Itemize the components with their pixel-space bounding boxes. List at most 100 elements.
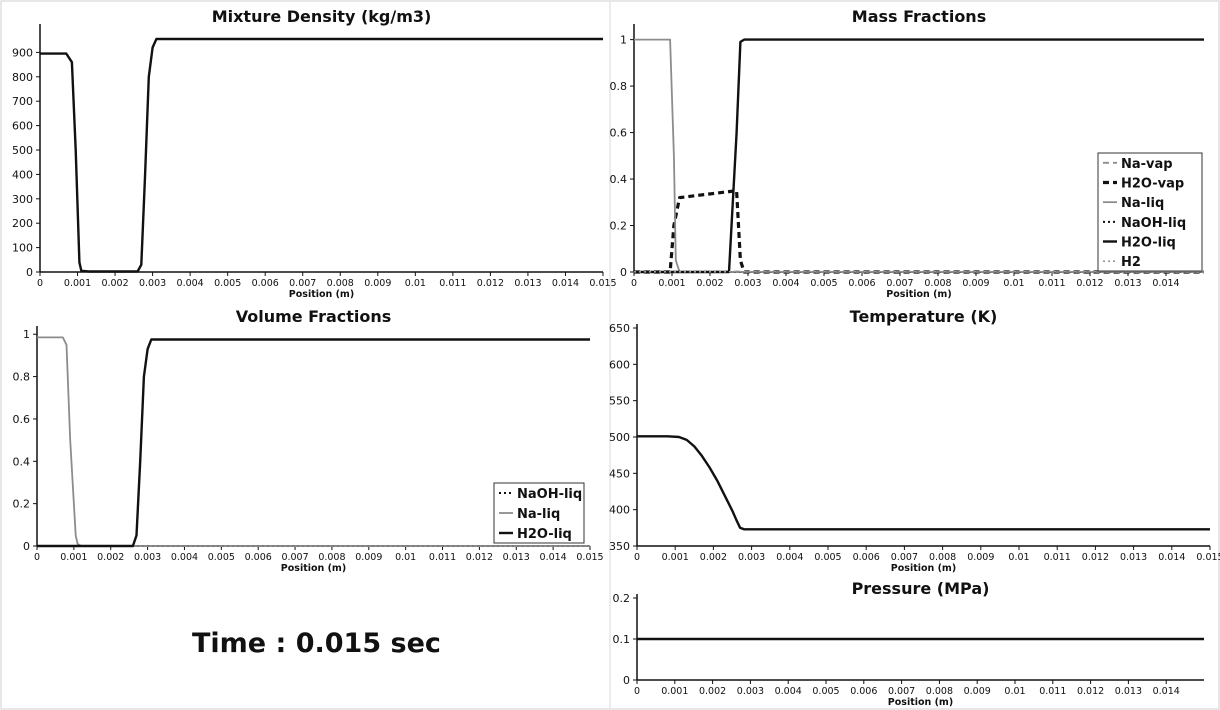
x-tick-label: 0.015 [576, 552, 603, 563]
x-tick-label: 0.001 [64, 278, 91, 289]
x-tick-label: 0.002 [101, 278, 128, 289]
x-tick-label: 0.004 [776, 552, 803, 563]
x-tick-label: 0.008 [924, 278, 951, 289]
y-tick-label: 550 [609, 395, 630, 408]
x-tick-label: 0.011 [1044, 552, 1071, 563]
x-tick-label: 0.012 [466, 552, 493, 563]
x-tick-label: 0.01 [395, 552, 416, 563]
y-tick-label: 0.6 [610, 127, 628, 140]
y-tick-label: 600 [12, 120, 33, 133]
chart-pressure: Pressure (MPa) 0 0.001 0.002 0.003 0.004 0.005… [613, 579, 1204, 708]
x-tick-label: 0.011 [1038, 278, 1065, 289]
x-tick-label: 0.011 [429, 552, 456, 563]
x-tick-label: 0.009 [364, 278, 391, 289]
x-tick-label: 0 [634, 686, 640, 697]
y-tick-label: 800 [12, 71, 33, 84]
y-tick-label: 0 [26, 266, 33, 279]
y-tick-label: 0.1 [613, 633, 631, 646]
y-tick-label: 400 [12, 168, 33, 181]
series-line-h2o-vap [634, 189, 1204, 274]
y-tick-label: 0 [623, 674, 630, 687]
x-tick-label: 0.008 [318, 552, 345, 563]
x-tick-label: 0.014 [540, 552, 567, 563]
x-tick-label: 0.005 [812, 686, 839, 697]
y-tick-label: 0.8 [610, 80, 628, 93]
x-tick-label: 0.005 [208, 552, 235, 563]
x-tick-label: 0.003 [734, 278, 761, 289]
y-tick-label: 200 [12, 217, 33, 230]
y-tick-label: 1 [620, 34, 627, 47]
x-axis-label: Position (m) [888, 697, 953, 708]
x-tick-label: 0.01 [1004, 686, 1025, 697]
x-tick-label: 0.009 [964, 686, 991, 697]
x-tick-label: 0 [37, 278, 43, 289]
x-tick-label: 0.013 [503, 552, 530, 563]
x-tick-label: 0.01 [1008, 552, 1029, 563]
x-axis-label: Position (m) [289, 289, 354, 300]
x-tick-label: 0.013 [1114, 278, 1141, 289]
x-tick-label: 0 [34, 552, 40, 563]
y-tick-label: 0.2 [613, 592, 631, 605]
y-tick-label: 500 [12, 144, 33, 157]
x-tick-label: 0.006 [252, 278, 279, 289]
chart-mass: Mass Fractions 0 0.001 0.002 0.003 0.004 0.005… [610, 7, 1204, 300]
x-tick-label: 0.005 [814, 552, 841, 563]
series-line-h2o-liq [37, 338, 590, 548]
x-tick-label: 0.009 [355, 552, 382, 563]
x-tick-label: 0.008 [327, 278, 354, 289]
chart-title: Pressure (MPa) [852, 579, 990, 598]
y-tick-label: 300 [12, 193, 33, 206]
y-tick-label: 500 [609, 431, 630, 444]
x-tick-label: 0.012 [1076, 278, 1103, 289]
x-tick-label: 0.007 [886, 278, 913, 289]
chart-title: Mixture Density (kg/m3) [212, 7, 432, 26]
x-tick-label: 0.011 [439, 278, 466, 289]
x-tick-label: 0 [634, 552, 640, 563]
x-tick-label: 0.002 [700, 552, 727, 563]
legend-box [1097, 152, 1203, 272]
y-tick-label: 350 [609, 540, 630, 553]
x-tick-label: 0.013 [514, 278, 541, 289]
x-tick-label: 0.007 [289, 278, 316, 289]
legend-label: NaOH-liq [1121, 216, 1186, 231]
x-tick-label: 0.008 [926, 686, 953, 697]
chart-title: Mass Fractions [852, 7, 986, 26]
x-tick-label: 0.007 [891, 552, 918, 563]
x-tick-label: 0.004 [177, 278, 204, 289]
chart-volume: Volume Fractions 0 0.001 0.002 0.003 0.004 0.0… [13, 307, 604, 574]
x-tick-label: 0.007 [281, 552, 308, 563]
x-tick-label: 0.002 [699, 686, 726, 697]
legend-label: NaOH-liq [517, 487, 582, 502]
y-tick-label: 0.2 [610, 220, 628, 233]
x-tick-label: 0.003 [139, 278, 166, 289]
x-tick-label: 0.013 [1115, 686, 1142, 697]
x-tick-label: 0.003 [738, 552, 765, 563]
x-tick-label: 0.006 [848, 278, 875, 289]
x-tick-label: 0.014 [1153, 686, 1180, 697]
y-tick-label: 900 [12, 46, 33, 59]
x-tick-label: 0 [631, 278, 637, 289]
y-tick-label: 650 [609, 322, 630, 335]
x-tick-label: 0.013 [1120, 552, 1147, 563]
y-tick-label: 0.8 [13, 371, 31, 384]
x-tick-label: 0.006 [850, 686, 877, 697]
x-tick-label: 0.001 [662, 552, 689, 563]
series-line-main [637, 435, 1210, 531]
series-line-main [40, 37, 603, 273]
x-tick-label: 0.004 [775, 686, 802, 697]
x-tick-label: 0.004 [171, 552, 198, 563]
y-tick-label: 1 [23, 328, 30, 341]
y-tick-label: 0.4 [13, 455, 31, 468]
y-tick-label: 0.6 [13, 413, 31, 426]
x-tick-label: 0.012 [1082, 552, 1109, 563]
chart-title: Volume Fractions [236, 307, 392, 326]
y-tick-label: 0.4 [610, 173, 628, 186]
x-tick-label: 0.01 [405, 278, 426, 289]
legend-label: Na-liq [517, 507, 560, 522]
x-tick-label: 0.003 [737, 686, 764, 697]
x-tick-label: 0.001 [60, 552, 87, 563]
legend-label: H2O-liq [517, 527, 572, 542]
series-line-h2o-liq [634, 38, 1204, 274]
legend-label: H2O-vap [1121, 177, 1184, 192]
